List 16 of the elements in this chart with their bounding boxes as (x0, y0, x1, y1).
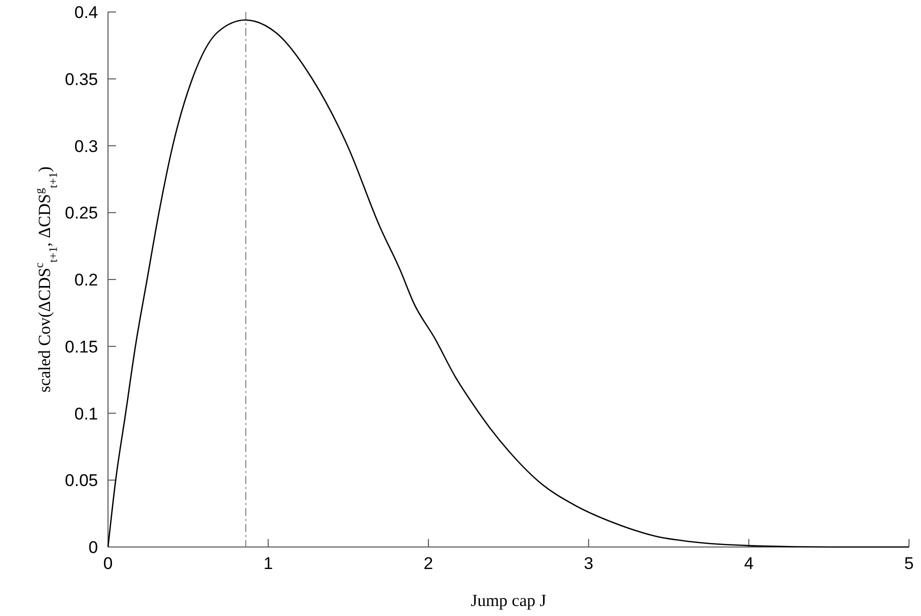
x-tick-label: 0 (103, 554, 113, 573)
y-tick-label: 0.3 (74, 136, 98, 156)
y-tick-label: 0.15 (64, 337, 98, 356)
x-tick-label: 3 (584, 554, 594, 573)
y-tick-label: 0 (88, 538, 98, 557)
x-tick-label: 4 (744, 554, 754, 573)
y-tick-label: 0.2 (74, 270, 98, 290)
x-tick-label: 1 (263, 554, 273, 573)
x-tick-label: 5 (904, 554, 914, 573)
x-tick-label: 2 (424, 554, 434, 573)
y-tick-label: 0.4 (74, 3, 98, 22)
x-axis-title: Jump cap J (470, 591, 547, 610)
y-tick-label: 0.25 (64, 204, 98, 223)
y-tick-label: 0.35 (64, 70, 98, 89)
y-tick-label: 0.1 (74, 404, 98, 424)
y-tick-label: 0.05 (64, 471, 98, 490)
